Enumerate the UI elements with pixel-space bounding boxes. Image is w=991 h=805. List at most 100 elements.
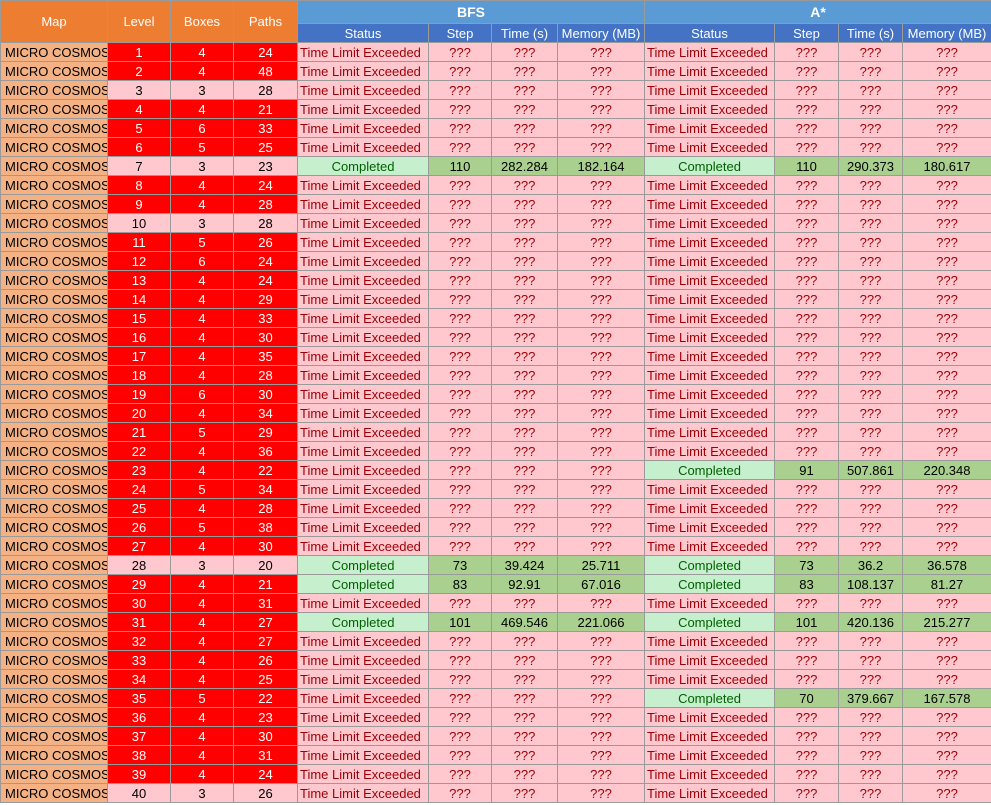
cell-bfs-status[interactable]: Time Limit Exceeded <box>297 270 429 290</box>
cell-astar-time[interactable]: ??? <box>838 308 903 328</box>
cell-astar-step[interactable]: ??? <box>774 669 839 689</box>
cell-paths[interactable]: 25 <box>233 137 298 157</box>
cell-bfs-step[interactable]: ??? <box>428 251 492 271</box>
cell-bfs-memory[interactable]: ??? <box>557 365 645 385</box>
cell-bfs-step[interactable]: ??? <box>428 764 492 784</box>
cell-boxes[interactable]: 4 <box>170 707 234 727</box>
cell-astar-time[interactable]: ??? <box>838 783 903 803</box>
cell-boxes[interactable]: 3 <box>170 555 234 575</box>
cell-astar-time[interactable]: ??? <box>838 137 903 157</box>
cell-bfs-status[interactable]: Time Limit Exceeded <box>297 441 429 461</box>
cell-bfs-step[interactable]: ??? <box>428 403 492 423</box>
cell-astar-step[interactable]: 91 <box>774 460 839 480</box>
cell-astar-memory[interactable]: ??? <box>902 422 991 442</box>
cell-astar-memory[interactable]: ??? <box>902 270 991 290</box>
cell-boxes[interactable]: 4 <box>170 289 234 309</box>
cell-astar-status[interactable]: Completed <box>644 612 775 632</box>
cell-bfs-time[interactable]: ??? <box>491 536 558 556</box>
cell-bfs-status[interactable]: Time Limit Exceeded <box>297 536 429 556</box>
cell-astar-memory[interactable]: 81.27 <box>902 574 991 594</box>
cell-bfs-status[interactable]: Time Limit Exceeded <box>297 365 429 385</box>
cell-level[interactable]: 14 <box>107 289 171 309</box>
cell-astar-time[interactable]: 420.136 <box>838 612 903 632</box>
cell-bfs-time[interactable]: ??? <box>491 308 558 328</box>
cell-bfs-memory[interactable]: ??? <box>557 745 645 765</box>
cell-astar-time[interactable]: ??? <box>838 232 903 252</box>
cell-boxes[interactable]: 4 <box>170 631 234 651</box>
cell-map[interactable]: MICRO COSMOS <box>0 213 108 233</box>
cell-astar-memory[interactable]: ??? <box>902 669 991 689</box>
cell-bfs-step[interactable]: ??? <box>428 669 492 689</box>
cell-bfs-status[interactable]: Time Limit Exceeded <box>297 194 429 214</box>
cell-paths[interactable]: 34 <box>233 479 298 499</box>
cell-bfs-memory[interactable]: ??? <box>557 308 645 328</box>
cell-astar-memory[interactable]: 36.578 <box>902 555 991 575</box>
cell-astar-memory[interactable]: ??? <box>902 308 991 328</box>
cell-astar-status[interactable]: Time Limit Exceeded <box>644 61 775 81</box>
cell-level[interactable]: 7 <box>107 156 171 176</box>
cell-level[interactable]: 38 <box>107 745 171 765</box>
cell-astar-status[interactable]: Time Limit Exceeded <box>644 707 775 727</box>
cell-astar-step[interactable]: 73 <box>774 555 839 575</box>
cell-astar-step[interactable]: ??? <box>774 479 839 499</box>
cell-boxes[interactable]: 6 <box>170 118 234 138</box>
cell-bfs-time[interactable]: ??? <box>491 289 558 309</box>
cell-astar-time[interactable]: 108.137 <box>838 574 903 594</box>
cell-level[interactable]: 29 <box>107 574 171 594</box>
cell-bfs-status[interactable]: Time Limit Exceeded <box>297 175 429 195</box>
cell-astar-time[interactable]: 290.373 <box>838 156 903 176</box>
cell-astar-step[interactable]: ??? <box>774 61 839 81</box>
cell-boxes[interactable]: 4 <box>170 745 234 765</box>
cell-bfs-memory[interactable]: ??? <box>557 669 645 689</box>
cell-bfs-status[interactable]: Time Limit Exceeded <box>297 213 429 233</box>
cell-astar-memory[interactable]: ??? <box>902 99 991 119</box>
header-boxes[interactable]: Boxes <box>170 0 234 43</box>
cell-bfs-status[interactable]: Time Limit Exceeded <box>297 498 429 518</box>
header-bfs-status[interactable]: Status <box>297 23 429 43</box>
cell-map[interactable]: MICRO COSMOS <box>0 194 108 214</box>
cell-bfs-memory[interactable]: ??? <box>557 118 645 138</box>
cell-level[interactable]: 20 <box>107 403 171 423</box>
cell-astar-time[interactable]: ??? <box>838 175 903 195</box>
cell-map[interactable]: MICRO COSMOS <box>0 650 108 670</box>
cell-map[interactable]: MICRO COSMOS <box>0 403 108 423</box>
cell-paths[interactable]: 21 <box>233 99 298 119</box>
cell-paths[interactable]: 22 <box>233 460 298 480</box>
cell-bfs-status[interactable]: Time Limit Exceeded <box>297 783 429 803</box>
cell-bfs-memory[interactable]: ??? <box>557 460 645 480</box>
cell-astar-step[interactable]: ??? <box>774 631 839 651</box>
cell-astar-step[interactable]: 83 <box>774 574 839 594</box>
cell-bfs-step[interactable]: ??? <box>428 422 492 442</box>
cell-bfs-step[interactable]: ??? <box>428 593 492 613</box>
cell-boxes[interactable]: 4 <box>170 498 234 518</box>
cell-paths[interactable]: 35 <box>233 346 298 366</box>
cell-paths[interactable]: 23 <box>233 156 298 176</box>
cell-bfs-status[interactable]: Time Limit Exceeded <box>297 99 429 119</box>
cell-bfs-step[interactable]: ??? <box>428 42 492 62</box>
cell-map[interactable]: MICRO COSMOS <box>0 764 108 784</box>
cell-astar-time[interactable]: ??? <box>838 422 903 442</box>
cell-astar-status[interactable]: Time Limit Exceeded <box>644 270 775 290</box>
cell-astar-time[interactable]: ??? <box>838 80 903 100</box>
cell-bfs-step[interactable]: ??? <box>428 61 492 81</box>
cell-astar-memory[interactable]: ??? <box>902 61 991 81</box>
cell-level[interactable]: 23 <box>107 460 171 480</box>
cell-paths[interactable]: 28 <box>233 498 298 518</box>
cell-bfs-step[interactable]: ??? <box>428 289 492 309</box>
cell-paths[interactable]: 29 <box>233 289 298 309</box>
cell-astar-step[interactable]: ??? <box>774 441 839 461</box>
cell-bfs-step[interactable]: ??? <box>428 118 492 138</box>
cell-boxes[interactable]: 3 <box>170 783 234 803</box>
cell-bfs-memory[interactable]: ??? <box>557 270 645 290</box>
cell-boxes[interactable]: 5 <box>170 517 234 537</box>
cell-map[interactable]: MICRO COSMOS <box>0 745 108 765</box>
cell-bfs-memory[interactable]: ??? <box>557 726 645 746</box>
cell-paths[interactable]: 48 <box>233 61 298 81</box>
cell-bfs-time[interactable]: ??? <box>491 194 558 214</box>
cell-paths[interactable]: 28 <box>233 194 298 214</box>
cell-bfs-step[interactable]: ??? <box>428 308 492 328</box>
cell-bfs-step[interactable]: ??? <box>428 707 492 727</box>
cell-bfs-step[interactable]: ??? <box>428 460 492 480</box>
cell-paths[interactable]: 22 <box>233 688 298 708</box>
cell-bfs-step[interactable]: 101 <box>428 612 492 632</box>
